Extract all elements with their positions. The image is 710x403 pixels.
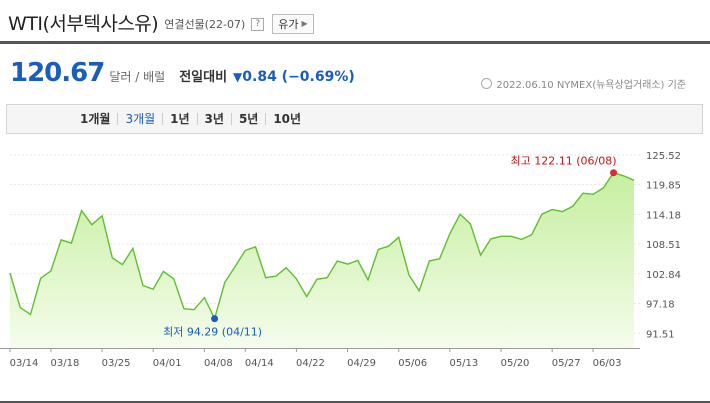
- y-tick-label: 108.51: [646, 240, 681, 251]
- tab-3-months[interactable]: 3개월: [118, 113, 164, 125]
- tab-3-years[interactable]: 3년: [198, 113, 232, 125]
- price-area: [10, 172, 634, 348]
- y-tick-label: 102.84: [646, 270, 681, 281]
- tab-5-years[interactable]: 5년: [232, 113, 267, 125]
- price-line: [9, 171, 635, 321]
- help-icon[interactable]: ?: [251, 17, 265, 31]
- change-label: 전일대비: [179, 70, 228, 85]
- high-label: 최고 122.11 (06/08): [511, 155, 617, 168]
- x-tick-label: 05/13: [449, 358, 478, 369]
- x-tick-label: 05/20: [501, 358, 530, 369]
- x-tick-label: 04/08: [204, 358, 233, 369]
- x-tick-label: 03/25: [102, 358, 131, 369]
- y-tick-label: 97.18: [646, 300, 675, 311]
- y-tick-label: 119.85: [646, 181, 681, 192]
- chevron-right-icon: ▶: [301, 19, 308, 28]
- x-tick-label: 04/22: [296, 358, 325, 369]
- contract-subtitle: 연결선물(22-07): [164, 18, 246, 31]
- y-tick-label: 91.51: [646, 329, 675, 340]
- x-tick-label: 05/27: [552, 358, 581, 369]
- low-point: [211, 315, 219, 323]
- period-tabs: 1개월 3개월 1년 3년 5년 10년: [6, 104, 703, 134]
- x-tick-label: 03/18: [51, 358, 80, 369]
- quote-row: 120.67 달러 / 배럴 전일대비 ▼0.84 (−0.69%): [10, 58, 355, 88]
- data-source: 2022.06.10 NYMEX(뉴욕상업거래소) 기준: [481, 76, 686, 91]
- price-chart[interactable]: 125.52 119.85 114.18 108.51 102.84 97.18 91.51…: [0, 140, 710, 403]
- y-tick-label: 114.18: [646, 210, 681, 221]
- page-title: WTI(서부텍사스유): [8, 12, 159, 35]
- header: WTI(서부텍사스유) 연결선물(22-07) ? 유가 ▶: [8, 8, 314, 36]
- price-unit: 달러 / 배럴: [109, 70, 166, 84]
- oil-dropdown-label: 유가: [278, 17, 299, 31]
- tab-10-years[interactable]: 10년: [273, 112, 302, 126]
- x-tick-label: 04/29: [347, 358, 376, 369]
- oil-dropdown-button[interactable]: 유가 ▶: [272, 13, 314, 34]
- source-text: 2022.06.10 NYMEX(뉴욕상업거래소) 기준: [496, 80, 686, 91]
- x-tick-label: 05/06: [398, 358, 427, 369]
- change-value: 0.84 (−0.69%): [242, 69, 355, 85]
- x-tick-label: 03/14: [10, 358, 39, 369]
- price-change: ▼0.84 (−0.69%): [233, 69, 355, 85]
- high-point: [610, 169, 618, 177]
- x-tick-label: 04/01: [153, 358, 182, 369]
- tab-1-year[interactable]: 1년: [163, 113, 198, 125]
- clock-icon: [481, 78, 493, 89]
- tab-1-month[interactable]: 1개월: [73, 113, 119, 125]
- down-arrow-icon: ▼: [233, 70, 243, 84]
- header-divider: [0, 41, 710, 44]
- y-tick-label: 125.52: [646, 151, 681, 162]
- x-tick-label: 04/14: [245, 358, 274, 369]
- x-tick-label: 06/03: [593, 358, 622, 369]
- low-label: 최저 94.29 (04/11): [163, 326, 262, 339]
- current-price: 120.67: [10, 58, 105, 88]
